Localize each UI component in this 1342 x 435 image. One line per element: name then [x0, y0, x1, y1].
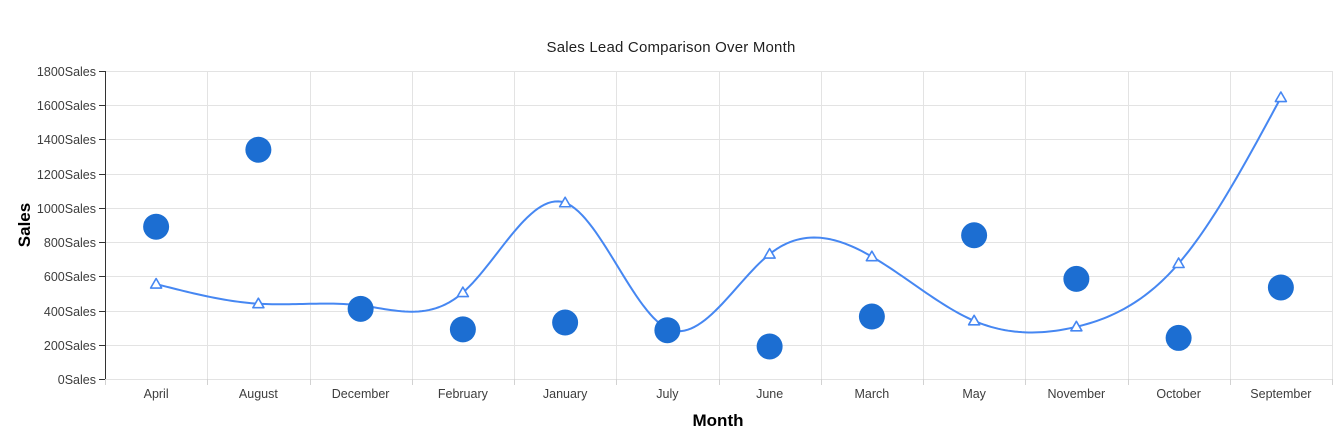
scatter-point — [1165, 324, 1192, 351]
x-axis-tick-label: June — [756, 387, 783, 401]
x-axis-tick-label: July — [656, 387, 679, 401]
x-axis-tick-label: October — [1156, 387, 1200, 401]
triangle-marker — [763, 247, 776, 259]
x-axis-tick-label: December — [332, 387, 390, 401]
spline-line-path — [155, 96, 1282, 334]
y-axis-tick-label: 1800Sales — [37, 65, 96, 79]
scatter-point — [245, 136, 272, 163]
x-axis-tick-label: May — [962, 387, 986, 401]
triangle-marker — [456, 286, 470, 298]
scatter-point — [756, 333, 783, 360]
y-axis-tick-label: 600Sales — [44, 270, 96, 284]
y-axis-tick-label: 400Sales — [44, 305, 96, 319]
scatter-point — [1063, 265, 1090, 292]
x-axis-tick-label: March — [855, 387, 890, 401]
triangle-marker — [967, 314, 981, 326]
y-axis-tick-label: 0Sales — [58, 373, 96, 387]
x-axis-tick-label: September — [1250, 387, 1311, 401]
triangle-marker — [1070, 320, 1083, 332]
scatter-point — [1267, 274, 1294, 301]
triangle-marker — [865, 250, 879, 262]
scatter-point — [858, 303, 885, 330]
scatter-point — [552, 309, 579, 336]
y-axis-tick-label: 200Sales — [44, 339, 96, 353]
y-axis-tick-label: 1200Sales — [37, 168, 96, 182]
y-axis-tick-label: 1600Sales — [37, 99, 96, 113]
x-axis-tick-label: February — [438, 387, 489, 401]
scatter-point — [143, 213, 170, 240]
chart-title: Sales Lead Comparison Over Month — [546, 39, 796, 56]
x-axis-tick-label: April — [144, 387, 169, 401]
x-axis-tick-label: November — [1048, 387, 1106, 401]
scatter-point — [347, 295, 374, 322]
y-axis-tick-label: 1000Sales — [37, 202, 96, 216]
triangle-marker — [1172, 257, 1185, 269]
triangle-marker — [252, 297, 265, 309]
scatter-point — [449, 316, 476, 343]
scatter-point — [654, 317, 681, 344]
y-axis-tick-label: 800Sales — [44, 236, 96, 250]
x-axis-tick-label: January — [543, 387, 588, 401]
scatter-point — [961, 222, 988, 249]
triangle-marker — [558, 196, 572, 208]
triangle-marker — [149, 277, 163, 289]
x-axis-tick-label: August — [239, 387, 278, 401]
x-axis-title: Month — [692, 411, 744, 430]
triangle-marker — [1274, 91, 1288, 103]
y-axis-tick-label: 1400Sales — [37, 133, 96, 147]
